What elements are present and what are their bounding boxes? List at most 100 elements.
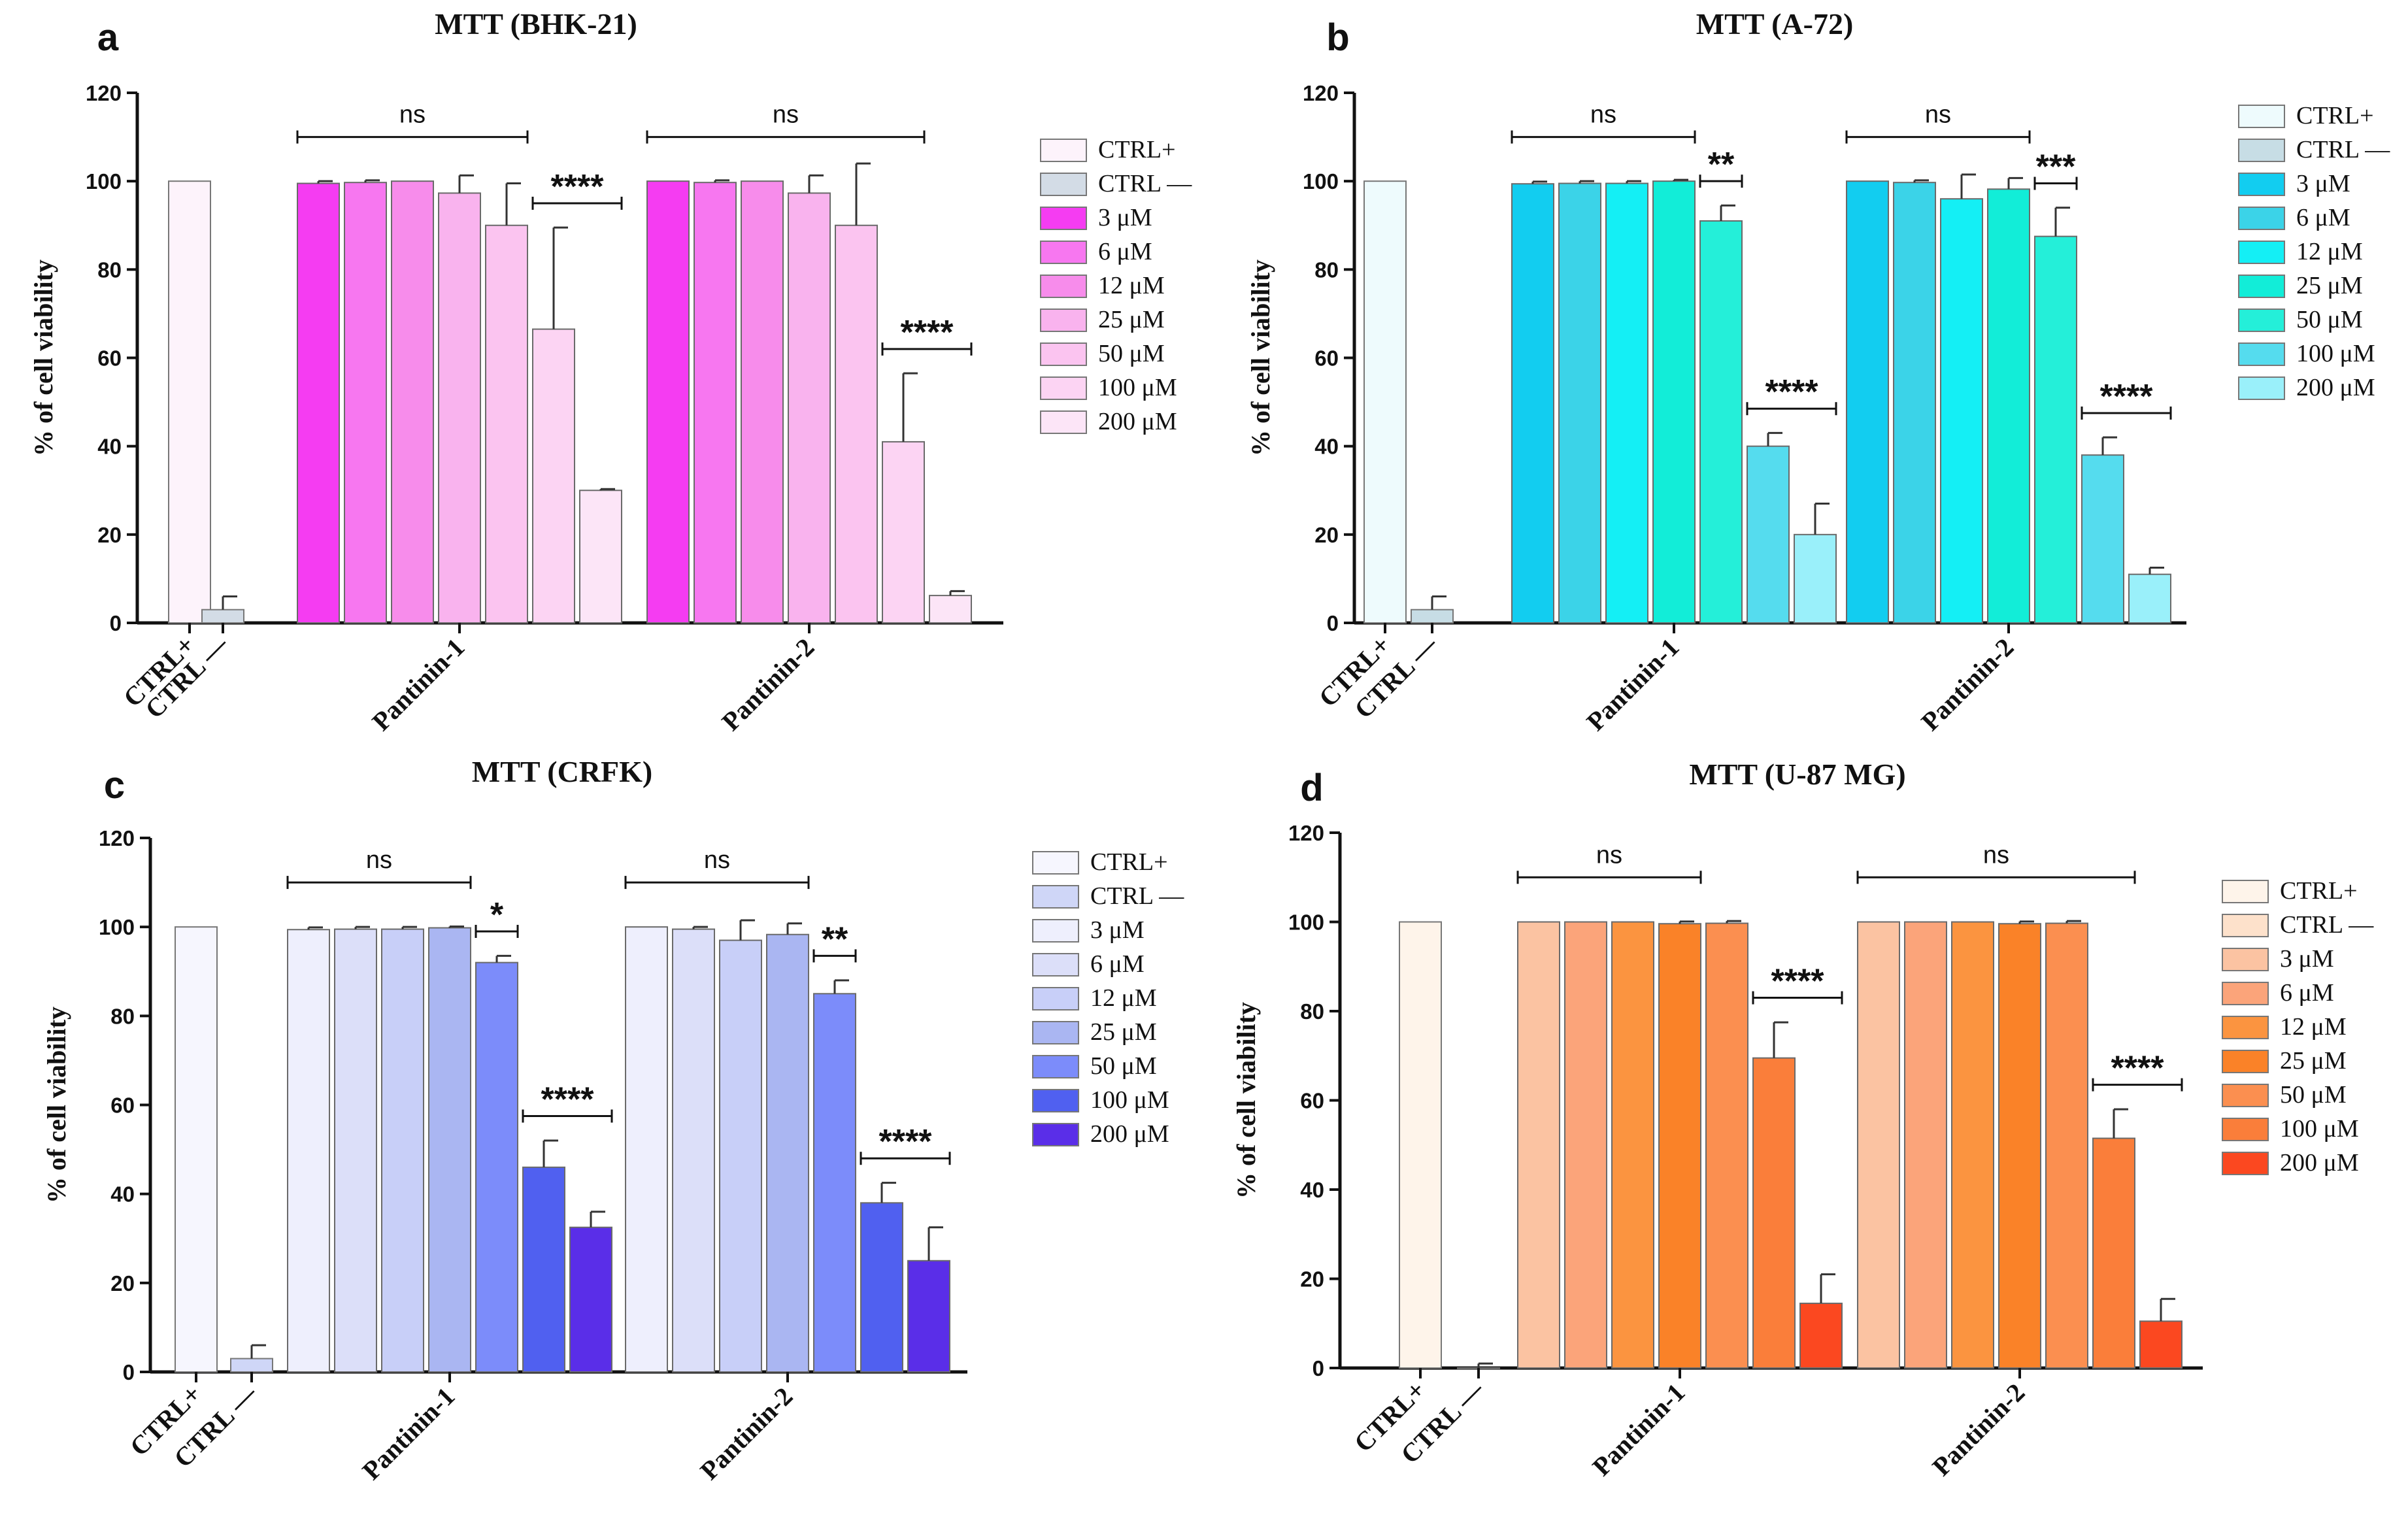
y-tick-label: 120 [86,81,122,105]
bar [860,1202,903,1373]
legend-swatch [2222,1084,2269,1107]
bar [1652,180,1696,624]
bar [719,939,762,1373]
bar [672,928,715,1373]
legend-label: 50 μM [1090,1052,1157,1080]
legend-label: 200 μM [2296,374,2375,401]
y-axis-label: % of cell viability [1231,1002,1261,1199]
bar [1605,182,1648,624]
bar [2081,454,2124,624]
panel-letter: b [1326,16,1349,59]
legend-label: 50 μM [2296,306,2363,333]
bar [813,993,856,1373]
legend-label: CTRL+ [2280,877,2358,905]
chart-title: MTT (A-72) [1696,7,1854,41]
y-tick-label: 20 [97,523,122,547]
legend-swatch [1040,275,1087,298]
legend-swatch [1040,241,1087,264]
panel-letter: d [1300,767,1323,809]
legend-swatch [2238,105,2285,128]
bar [882,441,925,624]
bar-control [168,180,211,624]
legend-swatch [1032,851,1079,875]
legend-swatch [2238,207,2285,230]
legend-swatch [2222,948,2269,971]
significance-label: **** [1771,963,1825,1001]
significance-label: *** [2036,148,2076,186]
legend-swatch [2222,880,2269,903]
legend-swatch [2222,1118,2269,1141]
bar-control [201,609,244,624]
y-tick-label: 0 [1327,611,1339,635]
legend-label: CTRL — [2296,136,2390,163]
bar [485,224,528,624]
x-category-label: Pantinin-1 [1580,633,1684,737]
y-tick-label: 0 [123,1360,135,1384]
y-tick-label: 120 [99,826,135,850]
bar [334,928,377,1373]
y-tick-label: 80 [1300,999,1324,1024]
significance-label: **** [1765,373,1819,411]
significance-label: **** [2100,378,2154,416]
legend-swatch [2222,1050,2269,1073]
y-tick-label: 40 [1314,435,1339,459]
y-tick-label: 100 [1303,169,1339,193]
legend-label: 25 μM [1090,1018,1157,1046]
bar [438,192,481,624]
bar [741,180,784,624]
bar [522,1166,565,1373]
y-tick-label: 20 [1300,1267,1324,1292]
bar [1517,921,1560,1369]
legend-swatch [2238,376,2285,400]
legend-label: CTRL+ [1090,848,1168,876]
y-tick-label: 40 [1300,1178,1324,1202]
legend-swatch [2238,139,2285,162]
bar [475,961,518,1373]
y-tick-label: 20 [1314,523,1339,547]
chart-panel-c: c MTT (CRFK) % of cell viability 0 20 40 60 80 1… [42,755,1184,1486]
legend-label: 200 μM [1098,408,1177,435]
bar [1511,183,1554,624]
bar [766,933,809,1373]
chart-title: MTT (BHK-21) [435,7,637,41]
bar [1658,923,1701,1369]
bar [1558,182,1601,624]
bar [2128,573,2171,624]
bar [381,928,424,1373]
legend-label: 100 μM [1090,1086,1169,1114]
y-tick-label: 100 [99,915,135,939]
bar [1705,922,1748,1369]
legend-swatch [1032,1055,1079,1078]
bar-control [1399,921,1442,1369]
legend-label: CTRL+ [1098,136,1176,163]
bar [1940,198,1983,624]
y-tick-label: 120 [1303,81,1339,105]
legend-label: 50 μM [1098,340,1165,367]
x-category-label: Pantinin-2 [716,633,820,737]
x-category-label: Pantinin-2 [694,1382,798,1486]
bar [788,192,831,624]
legend-label: CTRL — [2280,911,2374,939]
legend-swatch [1040,207,1087,230]
legend-label: 6 μM [1098,238,1152,265]
chart-title: MTT (U-87 MG) [1689,758,1905,791]
legend-swatch [2222,1016,2269,1039]
bar [1893,182,1936,624]
significance-label: ns [1925,101,1951,129]
legend-label: 12 μM [1090,984,1157,1012]
legend-label: 25 μM [1098,306,1165,333]
y-tick-label: 60 [1300,1089,1324,1113]
chart-title: MTT (CRFK) [472,755,652,788]
y-tick-label: 80 [97,258,122,282]
bar [1987,188,2030,624]
legend-swatch [2222,1152,2269,1175]
bar [391,180,434,624]
bar [1904,921,1947,1369]
significance-label: ns [704,846,730,874]
bar [297,182,340,624]
legend-swatch [1032,885,1079,909]
significance-label: ns [1983,841,2009,869]
bar-control [230,1358,273,1373]
bar [1794,533,1837,624]
